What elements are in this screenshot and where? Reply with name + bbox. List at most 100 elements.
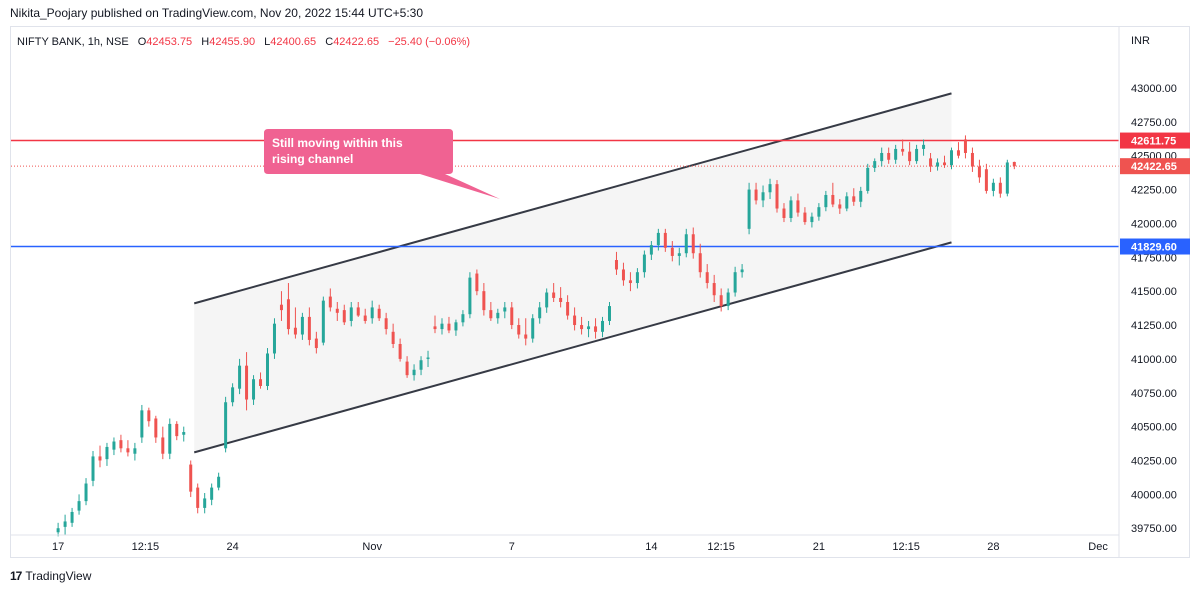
x-tick-label: 12:15 xyxy=(707,541,735,553)
candle xyxy=(866,163,870,194)
candle-body xyxy=(238,365,242,389)
candle-body xyxy=(252,379,256,400)
candle xyxy=(949,147,953,170)
candle xyxy=(363,308,367,324)
chart-frame[interactable] xyxy=(10,26,1190,558)
channel-lower-line[interactable] xyxy=(193,241,952,454)
candle xyxy=(538,301,542,324)
candle-body xyxy=(831,194,835,205)
candle xyxy=(649,241,653,261)
level-price-tag-blue-bg xyxy=(1120,238,1190,255)
candle xyxy=(852,188,856,206)
candle xyxy=(922,139,926,156)
candle-body xyxy=(133,448,137,454)
candle xyxy=(747,182,751,235)
candle xyxy=(594,318,598,339)
candle-body xyxy=(70,511,74,523)
candle-body xyxy=(321,300,325,343)
candle xyxy=(1012,161,1016,170)
x-tick-label: 7 xyxy=(509,541,515,553)
candle-body xyxy=(377,308,381,319)
candle xyxy=(314,331,318,354)
candle-body xyxy=(684,234,688,254)
candle-body xyxy=(607,306,611,321)
callout-bubble[interactable] xyxy=(264,129,500,199)
candle xyxy=(991,178,995,197)
candle-body xyxy=(943,162,947,166)
candle-body xyxy=(272,323,276,354)
candle-body xyxy=(956,150,960,156)
candle-body xyxy=(426,357,430,359)
candle-body xyxy=(747,189,751,229)
legend-low-label: L xyxy=(264,36,270,48)
candle xyxy=(656,228,660,251)
candle-body xyxy=(56,528,60,533)
level-price-tag-red-bg xyxy=(1120,132,1190,149)
candle xyxy=(831,182,835,208)
candle-body xyxy=(1012,161,1016,167)
candle xyxy=(684,228,688,258)
candle xyxy=(510,301,514,330)
candle-body xyxy=(573,315,577,326)
candle-body xyxy=(963,139,967,153)
candle xyxy=(154,415,158,443)
y-tick-label: 41500.00 xyxy=(1131,286,1177,298)
candle xyxy=(461,310,465,327)
chart-canvas[interactable]: Still moving within this rising channel … xyxy=(0,0,1200,560)
candle xyxy=(279,291,283,321)
candle-body xyxy=(866,167,870,191)
tradingview-logo-icon: 17 xyxy=(10,569,22,583)
candle xyxy=(614,251,618,275)
candle xyxy=(963,135,967,159)
candle-body xyxy=(405,361,409,376)
candle-body xyxy=(614,260,618,270)
candle xyxy=(531,314,535,343)
candle-body xyxy=(621,269,625,281)
candle-body xyxy=(349,307,353,321)
candle-body xyxy=(859,190,863,202)
candle xyxy=(447,316,451,334)
candle xyxy=(601,316,605,338)
tradingview-brand[interactable]: TradingView xyxy=(25,569,92,583)
candle xyxy=(391,323,395,349)
candle-body xyxy=(642,254,646,273)
candle-body xyxy=(384,318,388,330)
candle-body xyxy=(314,338,318,349)
legend-symbol: NIFTY BANK, 1h, NSE xyxy=(17,36,129,48)
candle-body xyxy=(768,184,772,193)
candle xyxy=(929,152,933,172)
candle-body xyxy=(503,307,507,312)
candle xyxy=(84,478,88,506)
candle-body xyxy=(461,314,465,323)
candle xyxy=(754,182,758,205)
candle xyxy=(91,451,95,487)
candle xyxy=(168,418,172,460)
candle-body xyxy=(845,196,849,209)
candle-body xyxy=(363,315,367,321)
candle xyxy=(468,272,472,319)
candle xyxy=(293,307,297,339)
candle xyxy=(517,318,521,339)
candle xyxy=(712,274,716,302)
candle xyxy=(412,364,416,381)
y-tick-label: 41750.00 xyxy=(1131,252,1177,264)
time-axis[interactable]: 17 12:15 24 Nov 7 14 12:15 21 12:15 28 Dec xyxy=(52,541,1108,553)
candle xyxy=(475,269,479,296)
candle-body xyxy=(398,343,402,359)
price-axis[interactable]: 43000.0042750.0042500.0042250.0042000.00… xyxy=(1120,83,1190,535)
candle-body xyxy=(984,169,988,191)
candle xyxy=(196,483,200,514)
channel-upper-line[interactable] xyxy=(193,92,952,305)
legend-low: 42400.65 xyxy=(270,36,316,48)
candle-body xyxy=(245,365,249,400)
candle-body xyxy=(803,212,807,223)
callout[interactable]: Still moving within this rising channel xyxy=(264,129,500,199)
candle-body xyxy=(510,307,514,326)
candle xyxy=(356,301,360,317)
candle-body xyxy=(698,253,702,273)
candle xyxy=(642,250,646,278)
candle xyxy=(119,434,123,453)
candle xyxy=(189,460,193,498)
candle-body xyxy=(496,312,500,319)
y-tick-label: 41000.00 xyxy=(1131,354,1177,366)
